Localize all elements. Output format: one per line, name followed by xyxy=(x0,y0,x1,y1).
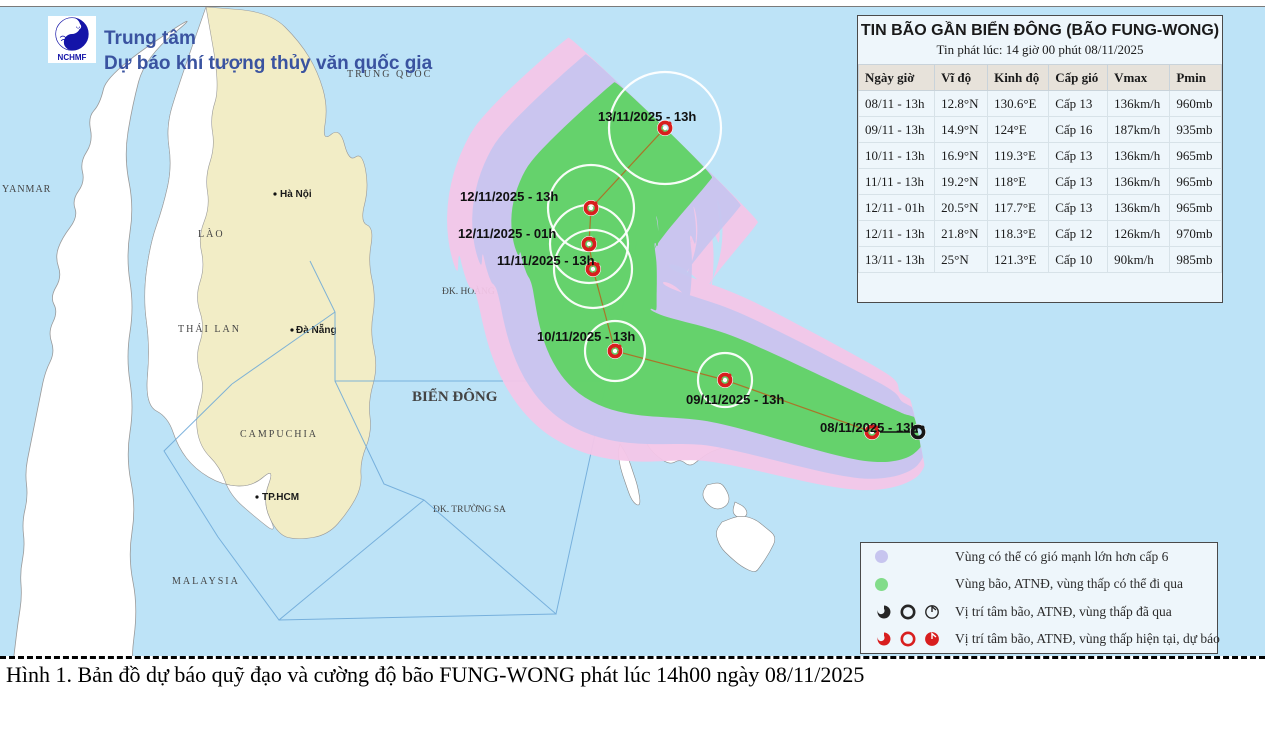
svg-text:NCHMF: NCHMF xyxy=(58,53,87,62)
svg-text:TP.HCM: TP.HCM xyxy=(262,492,299,503)
svg-text:THÁI LAN: THÁI LAN xyxy=(178,323,241,335)
svg-text:Hà Nội: Hà Nội xyxy=(280,189,312,200)
svg-text:ĐK. TRƯỜNG SA: ĐK. TRƯỜNG SA xyxy=(433,503,506,515)
svg-text:YANMAR: YANMAR xyxy=(2,184,51,195)
svg-text:LÀO: LÀO xyxy=(198,228,225,240)
svg-text:BIỂN ĐÔNG: BIỂN ĐÔNG xyxy=(412,387,498,405)
svg-text:MALAYSIA: MALAYSIA xyxy=(172,576,240,587)
svg-text:CAMPUCHIA: CAMPUCHIA xyxy=(240,429,318,440)
